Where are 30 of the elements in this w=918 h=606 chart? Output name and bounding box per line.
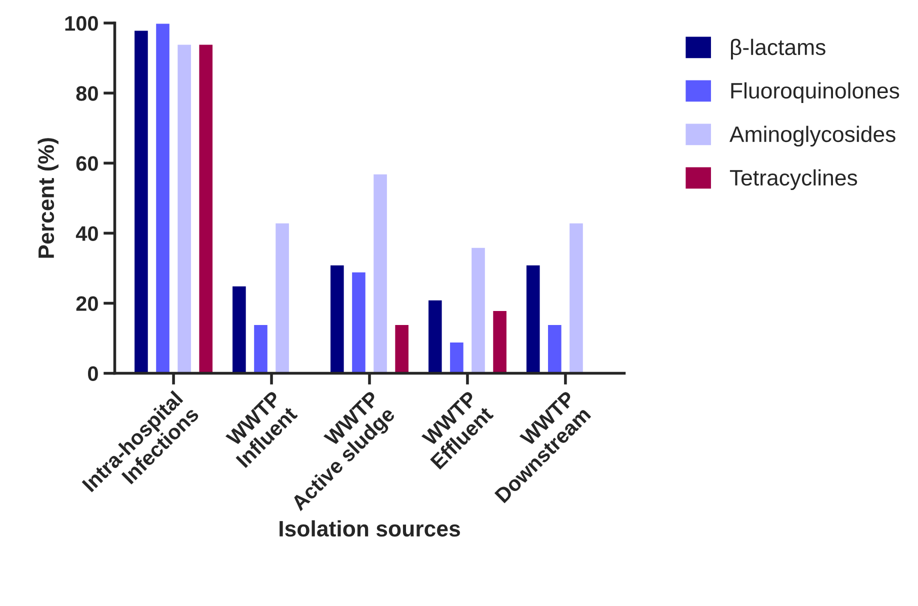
legend-label: Aminoglycosides (729, 126, 896, 147)
bar (448, 341, 465, 374)
legend-label: β-lactams (730, 38, 826, 60)
bar (470, 246, 486, 374)
bar (372, 172, 388, 374)
y-tick-label: 40 (76, 226, 98, 241)
bar (198, 43, 214, 374)
y-tick-label: 20 (76, 296, 98, 311)
bar (394, 324, 410, 374)
bar (133, 29, 150, 374)
bar (546, 324, 563, 374)
legend-label: Fluoroquinolones (731, 82, 900, 104)
legend-label: Tetracyclines (730, 169, 858, 190)
bar (492, 310, 508, 374)
bar (154, 23, 171, 374)
bar (176, 43, 192, 374)
y-tick-label: 0 (88, 366, 98, 382)
y-axis-title: Percent (%) (38, 138, 58, 258)
y-tick-label: 60 (76, 156, 98, 171)
y-tick-label: 100 (65, 16, 98, 31)
bar (525, 264, 542, 374)
bar (329, 264, 346, 374)
bar (252, 324, 269, 374)
x-axis-title: Isolation sources (280, 520, 460, 537)
bar (350, 271, 367, 374)
bar (568, 222, 584, 374)
bar (231, 285, 248, 374)
bar (427, 299, 444, 374)
y-tick-label: 80 (76, 86, 98, 101)
bar (274, 222, 290, 374)
